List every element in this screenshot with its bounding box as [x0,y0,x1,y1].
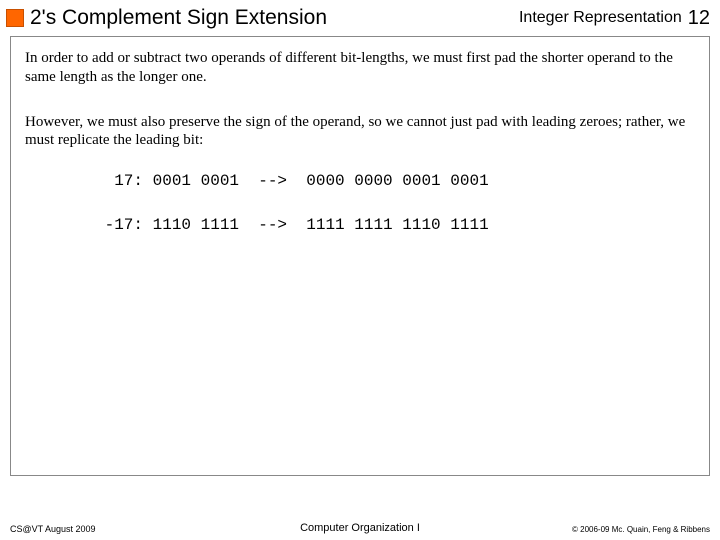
footer-left: CS@VT August 2009 [10,524,243,534]
slide-title: 2's Complement Sign Extension [30,6,519,30]
accent-box-icon [6,9,24,27]
footer-right: © 2006-09 Mc. Quain, Feng & Ribbens [477,525,710,534]
example-line-2: -17: 1110 1111 --> 1111 1111 1110 1111 [95,216,695,234]
content-panel: In order to add or subtract two operands… [10,36,710,476]
slide-footer: CS@VT August 2009 Computer Organization … [0,522,720,534]
paragraph-1: In order to add or subtract two operands… [25,49,695,87]
footer-center: Computer Organization I [243,522,476,534]
topic-label: Integer Representation [519,9,682,27]
paragraph-2: However, we must also preserve the sign … [25,113,695,151]
page-number: 12 [688,7,710,30]
example-line-1: 17: 0001 0001 --> 0000 0000 0001 0001 [95,172,695,190]
slide-header: 2's Complement Sign Extension Integer Re… [0,0,720,34]
